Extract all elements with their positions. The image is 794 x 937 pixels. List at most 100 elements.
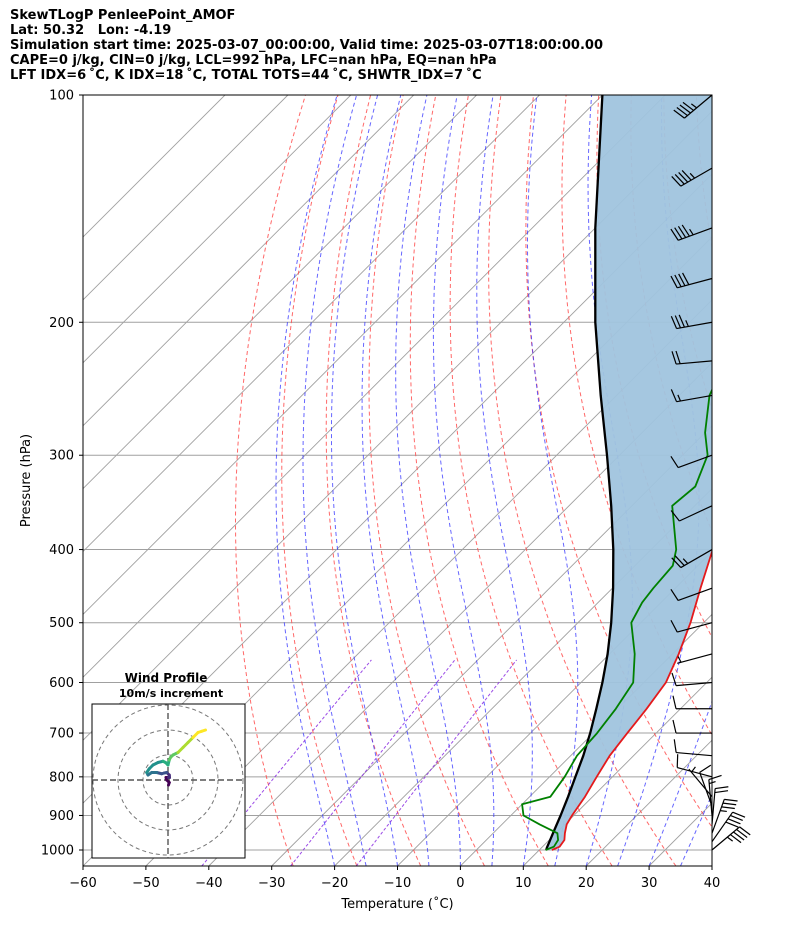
y-tick-label: 200 [49,316,74,331]
isotherm-line [83,95,226,238]
isotherm-line [83,95,289,301]
dry-adiabat [525,95,712,829]
x-axis-label: Temperature (˚C) [340,896,453,912]
hodograph-subtitle: 10m/s increment [119,687,223,700]
isotherm-line [522,676,712,866]
isotherm-line [208,362,712,866]
moist-adiabat [361,95,430,866]
wind-barb [708,774,722,816]
wind-barb [671,350,713,365]
isotherm-line [83,95,603,616]
hodograph-title: Wind Profile [125,671,208,685]
mixing-ratio-line [290,659,456,866]
isotherm-line [83,95,666,678]
y-tick-label: 600 [49,676,74,691]
moist-adiabat [275,95,338,866]
wind-barb [672,719,712,734]
dry-adiabat [561,95,712,736]
dry-adiabat [729,95,794,866]
isotherm-line [397,550,712,866]
dry-adiabat [368,95,485,866]
hodograph-inset: Wind Profile 10m/s increment [91,671,246,859]
dry-adiabat [235,95,306,866]
wind-barbs [670,94,751,851]
x-tick-label: −30 [258,876,285,891]
mixing-ratio-line [355,659,517,866]
y-tick-label: 400 [49,543,74,558]
isotherm-line [83,95,540,553]
wind-barb [677,653,713,664]
hodograph-segment [200,728,207,733]
wind-barb [673,94,713,119]
moist-adiabat [744,95,794,866]
wind-barb [671,549,713,569]
wind-barb [671,167,713,187]
dry-adiabat [488,95,677,866]
cape-line: CAPE=0 j/kg, CIN=0 j/kg, LCL=992 hPa, LF… [10,53,497,68]
wind-barb [670,389,713,403]
wind-barb [670,314,713,330]
cin-cape-shading [546,95,712,850]
y-axis-label: Pressure (hPa) [19,434,34,527]
x-tick-label: −10 [384,876,411,891]
wind-barb [670,619,713,633]
wind-barb [711,811,746,843]
x-tick-label: 10 [515,876,532,891]
mixing-ratio-line [201,659,372,866]
temperature-profile-line [551,548,712,851]
y-tick-label: 300 [49,449,74,464]
moist-adiabat [648,699,712,866]
isotherm-line [83,95,352,364]
y-tick-label: 1000 [41,844,74,859]
dry-adiabat [409,95,549,866]
wind-barb [670,224,713,241]
dry-adiabat [281,95,358,866]
y-tick-label: 500 [49,616,74,631]
wind-barb [672,695,712,710]
moist-adiabat [395,95,461,866]
wind-barb [676,754,713,778]
wind-barb [673,739,713,757]
wind-barb [670,505,713,522]
isotherm-line [145,299,712,866]
moist-adiabat [302,95,367,866]
wind-barb [671,672,713,687]
isotherm-line [711,865,712,866]
location-line: Lat: 50.32 Lon: -4.19 [10,23,172,38]
wind-barb [711,786,729,825]
wind-barb [670,587,713,602]
x-tick-label: −20 [321,876,348,891]
isotherm-line [83,95,415,427]
chart-title: SkewTLogP PenleePoint_AMOF [10,8,236,23]
indices-line: LFT IDX=6 ˚C, K IDX=18 ˚C, TOTAL TOTS=44… [10,68,482,83]
x-tick-label: 0 [456,876,464,891]
moist-adiabat [432,95,495,866]
isotherm-line [83,95,477,490]
moist-adiabat [476,95,533,866]
dewpoint-profile-line [521,388,712,851]
x-tick-label: −40 [195,876,222,891]
wind-barb [711,798,738,834]
y-tick-label: 100 [49,89,74,104]
time-line: Simulation start time: 2025-03-07_00:00:… [10,38,603,53]
x-tick-label: 40 [704,876,721,891]
y-tick-label: 800 [49,770,74,785]
x-tick-label: 30 [641,876,658,891]
dry-adiabat [762,95,794,866]
y-tick-label: 700 [49,727,74,742]
wind-barb [670,272,713,289]
moist-adiabat [527,95,579,866]
isotherm-line [334,487,712,866]
moist-adiabat [680,793,712,866]
moist-adiabat [331,95,398,866]
x-tick-label: −60 [69,876,96,891]
dry-adiabat [449,95,613,866]
x-tick-label: 20 [578,876,595,891]
wind-barb [699,764,713,807]
y-tick-label: 900 [49,809,74,824]
moist-adiabat [711,864,712,866]
wind-barb [711,826,751,851]
isotherm-line [271,425,712,866]
parcel-profile-line [545,95,615,851]
